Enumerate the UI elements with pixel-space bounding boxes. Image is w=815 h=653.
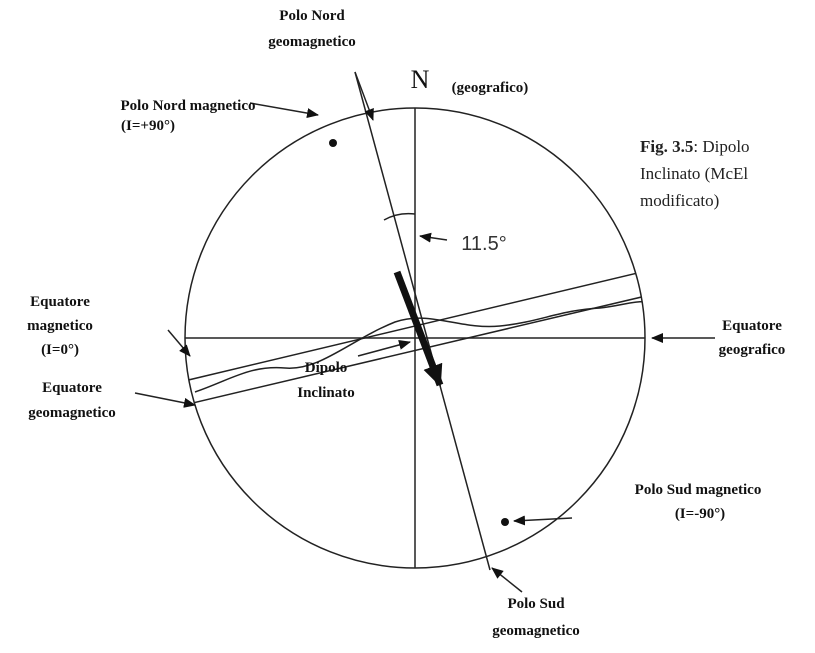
label-line: Equatore [42, 380, 102, 396]
label: Equatore geografico [719, 318, 786, 358]
label-line: geomagnetico [268, 34, 355, 50]
label-line: geografico [719, 342, 786, 358]
arrow [167, 329, 191, 357]
label-line: geomagnetico [492, 623, 579, 639]
label-line: Equatore [722, 318, 782, 334]
magnetic-equator [194, 300, 645, 393]
label: Polo Nord geomagnetico [268, 8, 355, 50]
label-line: Inclinato [297, 385, 355, 401]
label-line: Dipolo [305, 360, 348, 376]
label-line: magnetico [27, 318, 93, 334]
caption-line: Inclinato (McEl [640, 164, 748, 183]
geomagnetic-equator [185, 294, 645, 407]
arrow [249, 102, 319, 119]
caption-figure: Fig. 3.5 [640, 137, 693, 156]
label: Polo Sud magnetico [635, 482, 762, 498]
label-line: Polo Nord magnetico [121, 98, 256, 114]
arrow [513, 515, 573, 526]
label-line: (I=-90°) [675, 506, 725, 522]
label: Equatore magnetico (I=0°) [27, 294, 93, 358]
label: (I=-90°) [675, 506, 725, 522]
label-line: (I=0°) [41, 342, 79, 358]
label: N [411, 65, 430, 94]
label-line: Polo Nord [279, 8, 345, 24]
label: 11.5° [461, 233, 506, 255]
arrow [419, 232, 448, 243]
dipole-arrow [393, 270, 444, 387]
label: Dipolo Inclinato [297, 360, 355, 401]
label: (geografico) [452, 80, 529, 96]
label: (I=+90°) [121, 118, 175, 134]
angle-arc [383, 212, 416, 221]
arrow [357, 340, 411, 357]
caption-line: modificato) [640, 191, 719, 210]
arrow [491, 567, 523, 593]
label-line: geomagnetico [28, 405, 115, 421]
label-line: Polo Sud magnetico [635, 482, 762, 498]
caption-line: : Dipolo [693, 137, 749, 156]
label-line: Equatore [30, 294, 90, 310]
label-line: (geografico) [452, 80, 529, 96]
arrow [354, 71, 374, 121]
label-line: Polo Sud [507, 596, 565, 612]
label-line: N [411, 65, 430, 94]
label-line: 11.5° [461, 233, 506, 255]
label: Polo Nord magnetico [121, 98, 256, 114]
label: Equatore geomagnetico [28, 380, 115, 421]
pole-dot [501, 518, 509, 526]
caption: Fig. 3.5: Dipolo Inclinato (McEl modificat… [640, 137, 750, 210]
geomagnetic-axis [354, 71, 491, 571]
arrow [134, 392, 196, 408]
label: Polo Sud geomagnetico [492, 596, 579, 639]
pole-dot [329, 139, 337, 147]
label-line: (I=+90°) [121, 118, 175, 134]
